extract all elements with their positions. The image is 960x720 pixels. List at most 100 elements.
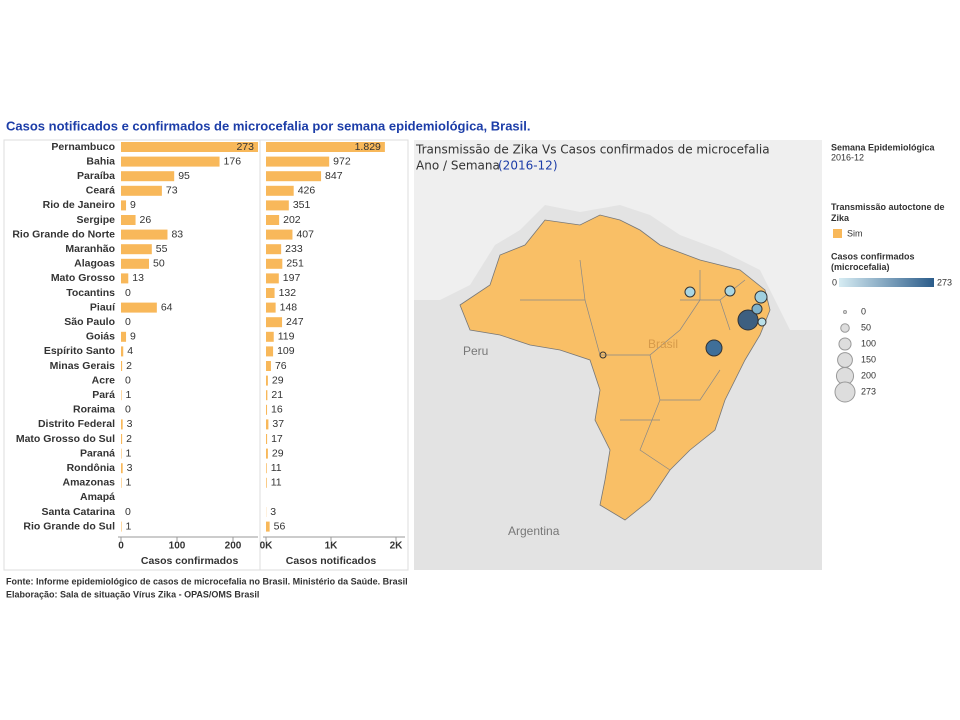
y-tick-label: Rio Grande do Sul	[23, 520, 115, 532]
bar	[121, 142, 258, 152]
data-label: 407	[296, 228, 314, 240]
bar	[266, 404, 268, 415]
data-label: 202	[283, 214, 301, 226]
data-label: 1	[126, 520, 132, 532]
size-legend-label: 200	[861, 370, 876, 380]
bar	[266, 258, 283, 269]
map-subtitle: Ano / Semana	[416, 159, 500, 173]
bar	[266, 215, 280, 225]
data-label: 0	[125, 506, 131, 518]
bar	[121, 302, 157, 313]
bar	[266, 244, 282, 255]
bar	[266, 361, 271, 371]
bar	[266, 142, 385, 152]
data-label: 16	[271, 404, 283, 416]
data-label: 1.829	[355, 141, 381, 153]
y-tick-label: Mato Grosso	[51, 272, 115, 284]
data-label: 148	[280, 301, 298, 313]
data-label: 132	[279, 287, 297, 299]
bar	[266, 434, 268, 444]
y-tick-label: Goiás	[86, 331, 115, 343]
legend-title: Transmissão autoctone de Zika	[831, 202, 945, 223]
y-tick-label: Ceará	[86, 185, 115, 197]
size-legend-label: 50	[861, 322, 871, 332]
map-period: (2016-12)	[498, 159, 558, 173]
data-label: 2	[126, 360, 132, 372]
y-tick-label: Sergipe	[76, 214, 115, 226]
y-tick-label: Mato Grosso do Sul	[16, 433, 115, 445]
data-label: 0	[125, 287, 131, 299]
data-label: 1	[126, 389, 132, 401]
bar	[121, 171, 175, 182]
data-label: 247	[286, 316, 304, 328]
y-tick-label: Acre	[92, 374, 116, 386]
map-label: Peru	[463, 344, 488, 358]
bar	[266, 156, 330, 167]
y-tick-label: Roraima	[73, 404, 115, 416]
size-legend-circle	[840, 323, 850, 333]
data-label: 9	[130, 199, 136, 211]
bar	[266, 229, 293, 240]
bar	[121, 346, 124, 357]
data-label: 197	[283, 272, 301, 284]
x-axis-title: Casos notificados	[286, 555, 377, 567]
size-legend-label: 150	[861, 354, 876, 364]
y-tick-label: Rio de Janeiro	[43, 199, 115, 211]
dashboard-title: Casos notificados e confirmados de micro…	[6, 118, 531, 133]
y-tick-label: Piauí	[90, 301, 116, 313]
data-label: 56	[274, 520, 286, 532]
y-tick-label: Bahia	[86, 155, 115, 167]
legend-text: Transmissão autoctone de	[831, 202, 945, 212]
data-label: 426	[298, 185, 316, 197]
y-tick-label: Paraíba	[77, 170, 115, 182]
bar-panel	[3, 139, 409, 571]
size-legend-label: 0	[861, 306, 866, 316]
data-label: 3	[127, 462, 133, 474]
legend-swatch	[833, 229, 842, 238]
data-label: 21	[271, 389, 283, 401]
size-legend-circle	[837, 352, 853, 368]
bar	[121, 434, 123, 444]
data-label: 0	[125, 404, 131, 416]
data-label: 4	[127, 345, 133, 357]
bar	[266, 448, 268, 459]
bar	[121, 463, 123, 474]
size-legend-label: 100	[861, 338, 876, 348]
bar	[121, 390, 122, 401]
size-legend-circle	[834, 381, 856, 403]
bar	[266, 346, 274, 357]
data-label: 55	[156, 243, 168, 255]
legend-item: Sim	[847, 228, 863, 238]
y-tick-label: São Paulo	[64, 316, 115, 328]
map: Peru Argentina Brasil	[414, 140, 822, 570]
data-label: 11	[271, 462, 282, 474]
data-label: 3	[127, 418, 133, 430]
bar	[266, 477, 267, 488]
bar	[121, 361, 123, 371]
data-label: 29	[272, 374, 284, 386]
data-label: 37	[272, 418, 284, 430]
data-label: 2	[126, 433, 132, 445]
bar	[121, 477, 122, 488]
x-tick-label: 200	[225, 541, 242, 552]
bar	[121, 244, 152, 255]
bar	[121, 419, 123, 430]
legend-title: Casos confirmados (microcefalia)	[831, 251, 915, 272]
footer: Elaboração: Sala de situação Vírus Zika …	[6, 589, 259, 599]
data-label: 847	[325, 170, 343, 182]
data-label: 76	[275, 360, 287, 372]
y-tick-label: Rio Grande do Norte	[12, 228, 115, 240]
data-label: 0	[125, 374, 131, 386]
data-label: 50	[153, 258, 165, 270]
data-label: 29	[272, 447, 284, 459]
bar	[266, 375, 268, 386]
bar	[121, 258, 149, 269]
y-tick-label: Pernambuco	[51, 141, 115, 153]
y-tick-label: Pará	[92, 389, 115, 401]
data-label: 251	[286, 258, 304, 270]
bar	[266, 171, 322, 182]
y-tick-label: Santa Catarina	[41, 506, 115, 518]
color-ramp	[839, 278, 934, 287]
legend-text: Zika	[831, 213, 850, 223]
